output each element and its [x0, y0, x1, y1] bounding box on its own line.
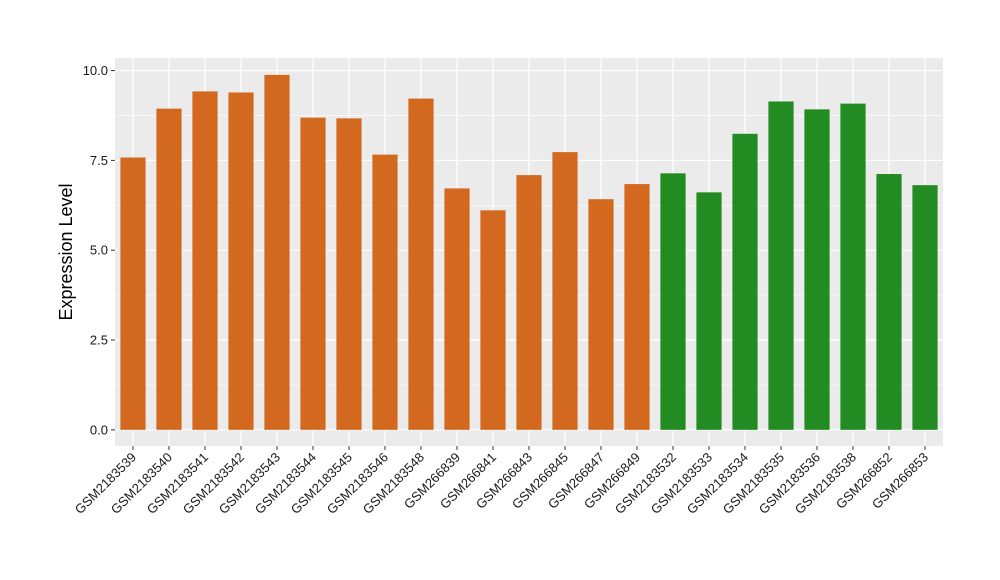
y-axis-title: Expression Level: [56, 183, 76, 320]
bar-gsm266847: [588, 199, 614, 430]
bar-gsm2183546: [372, 154, 398, 430]
bar-gsm266843: [516, 175, 542, 430]
y-tick-label: 10.0: [83, 63, 108, 78]
y-tick-label: 7.5: [90, 153, 108, 168]
bar-gsm2183545: [336, 118, 362, 430]
bar-gsm2183535: [768, 101, 794, 430]
bar-gsm2183534: [732, 133, 758, 430]
y-tick-label: 2.5: [90, 333, 108, 348]
bar-gsm2183538: [840, 103, 866, 430]
bar-gsm2183539: [120, 157, 146, 430]
bar-gsm266845: [552, 152, 578, 430]
y-tick-label: 5.0: [90, 243, 108, 258]
bar-gsm266852: [876, 174, 902, 430]
x-tick-label: GSM2183539: [72, 450, 139, 517]
bar-gsm2183541: [192, 91, 218, 430]
bar-gsm2183540: [156, 108, 182, 430]
bar-gsm2183536: [804, 109, 830, 430]
bar-gsm266841: [480, 210, 506, 430]
bar-gsm2183543: [264, 74, 290, 430]
bar-gsm266849: [624, 184, 650, 430]
bar-gsm2183542: [228, 92, 254, 430]
bar-gsm2183544: [300, 117, 326, 430]
bar-gsm2183532: [660, 173, 686, 430]
bar-gsm266839: [444, 188, 470, 430]
y-tick-label: 0.0: [90, 422, 108, 437]
bar-gsm2183533: [696, 192, 722, 430]
bar-gsm2183548: [408, 98, 434, 430]
bar-gsm266853: [912, 185, 938, 430]
